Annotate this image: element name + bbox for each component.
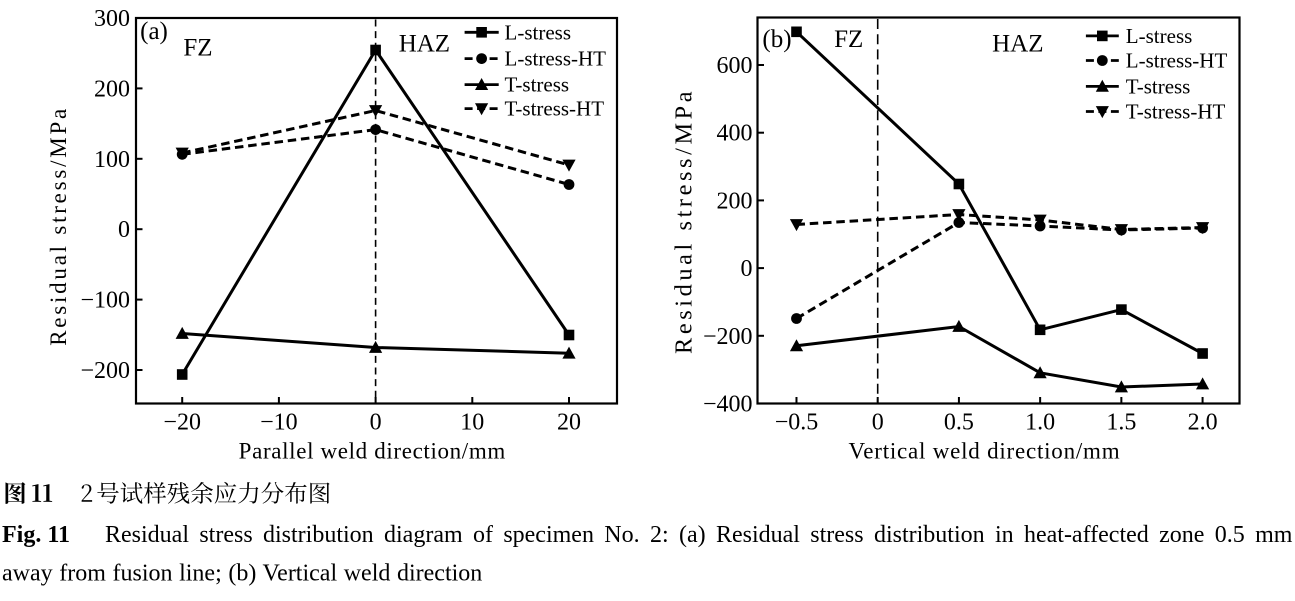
svg-text:T-stress-HT: T-stress-HT bbox=[505, 97, 605, 121]
svg-text:2.0: 2.0 bbox=[1188, 410, 1218, 436]
svg-text:20: 20 bbox=[557, 410, 581, 436]
svg-text:100: 100 bbox=[94, 147, 130, 173]
svg-text:−0.5: −0.5 bbox=[775, 410, 819, 436]
svg-text:400: 400 bbox=[717, 121, 753, 147]
svg-text:HAZ: HAZ bbox=[399, 31, 450, 58]
svg-text:FZ: FZ bbox=[834, 26, 863, 53]
svg-text:away from fusion line; (b) Ver: away from fusion line; (b) Vertical weld… bbox=[2, 561, 482, 587]
svg-text:(b): (b) bbox=[762, 26, 791, 53]
svg-text:HAZ: HAZ bbox=[992, 31, 1043, 58]
svg-text:(a): (a) bbox=[140, 18, 168, 45]
svg-text:300: 300 bbox=[94, 6, 130, 32]
svg-text:T-stress-HT: T-stress-HT bbox=[1126, 100, 1226, 124]
svg-text:L-stress-HT: L-stress-HT bbox=[505, 47, 607, 71]
svg-text:0: 0 bbox=[370, 410, 382, 436]
svg-text:T-stress: T-stress bbox=[505, 73, 570, 97]
svg-text:−200: −200 bbox=[80, 358, 130, 384]
svg-text:Parallel weld direction/mm: Parallel weld direction/mm bbox=[239, 438, 506, 463]
svg-text:10: 10 bbox=[460, 410, 484, 436]
svg-text:Residual stress/MPa: Residual stress/MPa bbox=[46, 106, 71, 346]
svg-text:0: 0 bbox=[118, 217, 130, 243]
svg-text:200: 200 bbox=[94, 76, 130, 102]
svg-text:200: 200 bbox=[717, 188, 753, 214]
svg-text:0: 0 bbox=[741, 256, 753, 282]
svg-text:Residual stress/MPa: Residual stress/MPa bbox=[671, 88, 698, 354]
svg-text:T-stress: T-stress bbox=[1126, 74, 1191, 98]
svg-text:L-stress: L-stress bbox=[505, 20, 572, 44]
svg-text:−20: −20 bbox=[163, 410, 201, 436]
svg-text:0: 0 bbox=[872, 410, 884, 436]
svg-text:FZ: FZ bbox=[183, 35, 212, 62]
svg-text:Residual stress distribution d: Residual stress distribution diagram of … bbox=[105, 522, 1293, 548]
svg-text:L-stress: L-stress bbox=[1126, 24, 1193, 48]
svg-text:1.0: 1.0 bbox=[1025, 410, 1055, 436]
svg-text:1.5: 1.5 bbox=[1106, 410, 1136, 436]
svg-text:−10: −10 bbox=[260, 410, 298, 436]
svg-text:−400: −400 bbox=[703, 392, 753, 418]
svg-text:600: 600 bbox=[717, 53, 753, 79]
svg-text:−100: −100 bbox=[80, 288, 130, 314]
svg-text:0.5: 0.5 bbox=[944, 410, 974, 436]
svg-text:−200: −200 bbox=[703, 324, 753, 350]
svg-text:Vertical weld direction/mm: Vertical weld direction/mm bbox=[848, 439, 1120, 464]
svg-text:L-stress-HT: L-stress-HT bbox=[1126, 49, 1228, 73]
svg-text:Fig. 11: Fig. 11 bbox=[2, 522, 70, 548]
